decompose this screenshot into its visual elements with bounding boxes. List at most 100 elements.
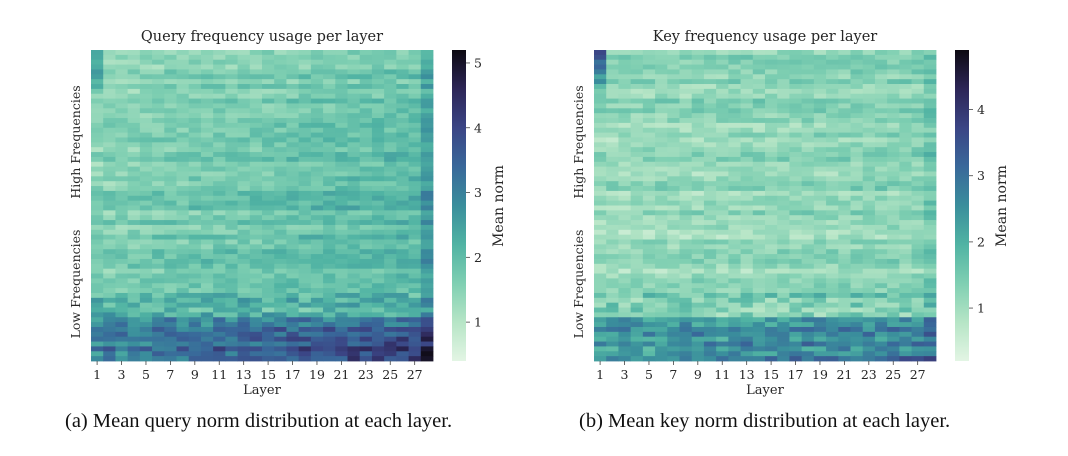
heatmap-cell [801,147,815,153]
heatmap-cell [384,254,397,260]
heatmap-cell [176,336,190,342]
heatmap-cell [838,249,851,255]
heatmap-cell [923,98,937,104]
heatmap-cell [594,59,607,65]
heatmap-cell [716,195,729,202]
heatmap-cell [91,326,104,333]
heatmap-cell [396,166,409,172]
heatmap-cell [91,331,104,338]
heatmap-cell [789,54,803,61]
heatmap-cell [728,215,741,221]
heatmap-cell [923,283,937,289]
heatmap-cell [298,103,312,109]
heatmap-cell [359,84,373,90]
heatmap-cell [630,312,644,318]
heatmap-cell [249,356,263,362]
heatmap-cell [899,142,912,148]
heatmap-cell [630,59,644,65]
heatmap-cell [91,186,104,192]
heatmap-cell [911,171,925,177]
heatmap-cell [347,147,361,153]
heatmap-cell [679,113,693,119]
heatmap-cell [396,98,409,104]
heatmap-cell [789,64,803,70]
heatmap-cell [91,220,104,226]
heatmap-cell [249,93,263,99]
heatmap-cell [801,108,815,114]
heatmap-cell [371,244,385,250]
heatmap-cell [887,322,900,328]
heatmap-cell [740,268,754,274]
heatmap-cell [152,229,165,236]
heatmap-cell [850,258,864,265]
heatmap-cell [225,205,238,211]
heatmap-cell [911,93,925,99]
heatmap-cell [249,195,263,202]
heatmap-cell [396,224,409,231]
heatmap-cell [310,161,324,168]
heatmap-cell [115,171,129,177]
heatmap-cell [371,331,385,338]
heatmap-cell [740,152,754,158]
heatmap-cell [225,186,238,192]
heatmap-cell [813,278,827,284]
heatmap-cell [899,103,912,109]
heatmap-cell [127,137,141,143]
heatmap-cell [826,234,839,240]
heatmap-cell [923,229,937,236]
heatmap-cell [274,278,287,284]
heatmap-cell [850,312,864,318]
heatmap-cell [164,190,177,197]
heatmap-cell [606,268,619,274]
heatmap-cell [765,50,778,56]
heatmap-cell [200,307,214,313]
heatmap-cell [139,288,153,294]
heatmap-cell [874,288,888,294]
heatmap-cell [801,229,815,236]
heatmap-cell [801,273,815,279]
heatmap-cell [164,176,177,182]
heatmap-cell [813,317,827,323]
heatmap-cell [384,171,397,177]
heatmap-cell [103,103,116,109]
heatmap-cell [127,224,141,231]
heatmap-cell [396,54,409,61]
heatmap-cell [286,220,300,226]
heatmap-cell [286,84,300,90]
heatmap-cell [274,220,287,226]
heatmap-cell [115,249,129,255]
heatmap-cell [359,210,373,216]
heatmap-cell [679,122,693,129]
heatmap-cell [728,74,741,80]
heatmap-cell [887,79,900,85]
heatmap-cell [777,278,790,284]
heatmap-cell [127,326,141,333]
heatmap-cell [420,84,434,90]
heatmap-cell [103,98,116,104]
heatmap-cell [606,302,619,308]
heatmap-cell [801,171,815,177]
heatmap-cell [103,331,116,338]
heatmap-cell [874,171,888,177]
heatmap-cell [371,254,385,260]
heatmap-cell [899,224,912,231]
heatmap-cell [323,205,336,211]
heatmap-cell [838,74,851,80]
heatmap-cell [594,74,607,80]
heatmap-cell [691,64,705,70]
heatmap-cell [691,210,705,216]
heatmap-cell [371,122,385,129]
heatmap-cell [691,79,705,85]
heatmap-cell [310,341,324,347]
heatmap-cell [801,59,815,65]
heatmap-cell [826,283,839,289]
heatmap-cell [225,341,238,347]
heatmap-cell [213,297,226,304]
heatmap-cell [801,190,815,197]
heatmap-cell [679,263,693,270]
heatmap-cell [911,249,925,255]
heatmap-cell [850,210,864,216]
heatmap-cell [384,142,397,148]
heatmap-cell [298,215,312,221]
heatmap-cell [887,341,900,347]
